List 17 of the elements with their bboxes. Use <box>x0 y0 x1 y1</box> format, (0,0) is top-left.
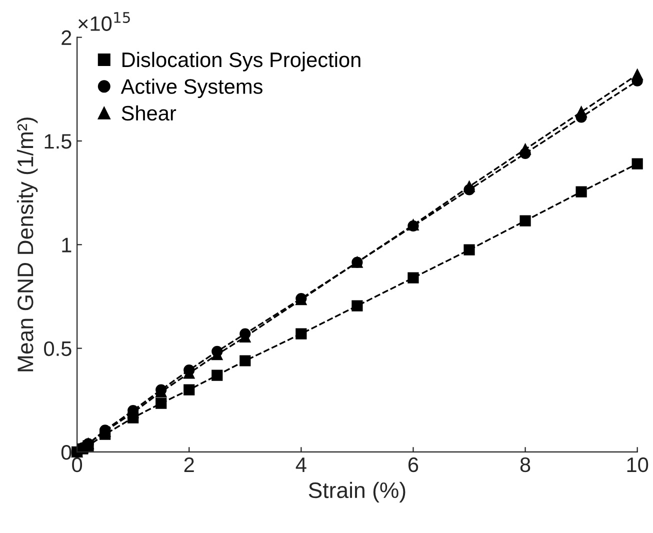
legend-label: Dislocation Sys Projection <box>122 52 360 72</box>
x-tick-label: 4 <box>296 458 306 472</box>
legend-label: Shear <box>122 105 176 121</box>
y-axis-title: Mean GND Density (1/m²) <box>16 118 38 372</box>
x-tick-label: 6 <box>408 457 418 472</box>
text: ×10$^{15}$ <box>78 12 130 31</box>
x-tick-label: 10 <box>627 457 648 472</box>
y-tick-label: 2 <box>62 30 72 45</box>
y-tick-label: 0.5 <box>44 341 72 356</box>
x-tick-label: 8 <box>520 457 530 472</box>
y-tick-label: 0 <box>61 444 72 460</box>
y-tick-label: 1.5 <box>44 134 72 149</box>
x-tick-label: 2 <box>184 457 194 472</box>
x-tick-label: 0 <box>72 457 82 472</box>
y-tick-label: 1 <box>62 238 72 252</box>
x-axis-title: Strain (%) <box>308 482 406 503</box>
legend-label: Active Systems <box>120 78 262 98</box>
